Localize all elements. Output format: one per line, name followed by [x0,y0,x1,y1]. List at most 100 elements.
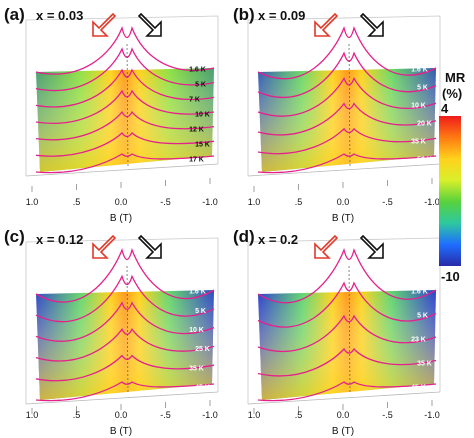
temperature-label: 45 K [411,385,426,392]
x-tick-label: .5 [295,410,303,420]
temperature-label: 7 K [189,97,200,104]
downsweep-arrow [137,12,162,37]
zero-field-line [126,43,129,167]
temperature-trace [257,347,437,377]
temperature-trace [35,89,215,124]
x-tick-label: .5 [73,410,81,420]
x-tick-label: 0.0 [115,197,128,207]
panel-label: (b) [233,5,255,24]
composition-label: x = 0.2 [258,232,298,247]
temperature-trace [35,25,215,75]
temperature-label: 15 K [195,142,210,149]
temperature-label: 20 K [417,121,432,128]
temperature-label: 35 K [417,361,432,368]
temperature-trace [35,354,215,382]
panel-label: (a) [4,5,25,24]
temperature-trace [35,153,215,174]
composition-label: x = 0.12 [36,232,83,247]
panel-box-floor [247,391,441,405]
x-tick-label: .5 [295,197,303,207]
panel-box-floor [25,163,219,177]
panel-box-frame [25,15,219,176]
colorbar-min-label: -10 [441,269,460,284]
mr-surface-shade [36,290,214,400]
upsweep-arrow [92,12,117,37]
panel-label: (c) [4,227,25,246]
panel-box-frame [247,237,441,404]
upsweep-arrow [92,234,117,259]
temperature-label: 50 K [417,157,432,164]
x-tick-label: -.5 [382,410,393,420]
panel-label: (d) [233,227,255,246]
zero-field-line [348,265,351,395]
x-tick-label: -.5 [160,410,171,420]
colorbar-bar [439,116,461,266]
x-axis-label: B (T) [110,213,132,224]
composition-label: x = 0.09 [258,8,305,23]
temperature-trace [257,247,437,304]
temperature-label: 10 K [411,103,426,110]
x-tick-label: -1.0 [424,197,440,207]
x-axis-label: B (T) [332,426,354,437]
upsweep-arrow [314,234,339,259]
colorbar-max-label: 4 [441,101,449,116]
temperature-label: 10 K [195,112,210,119]
x-tick-label: .5 [73,197,81,207]
x-tick-label: 0.0 [115,410,128,420]
colorbar-title-line1: MR [445,70,466,85]
temperature-label: 1.6 K [189,289,206,296]
temperature-trace [35,274,215,323]
temperature-label: 5 K [417,313,428,320]
temperature-label: 25 K [195,346,210,353]
temperature-trace [257,381,437,402]
temperature-label: 17 K [189,157,204,164]
temperature-trace [257,25,437,80]
zero-field-line [126,265,129,395]
temperature-label: 1.6 K [411,67,428,74]
upsweep-arrow [314,12,339,37]
panel-box-floor [25,391,219,405]
downsweep-arrow [359,12,384,37]
downsweep-arrow [137,234,162,259]
temperature-trace [257,127,437,155]
x-tick-label: -1.0 [202,197,218,207]
temperature-trace [257,102,437,136]
temperature-trace [35,247,215,303]
temperature-label: 35 K [189,365,204,372]
x-tick-label: 1.0 [26,410,39,420]
x-tick-label: -1.0 [202,410,218,420]
x-tick-label: -.5 [160,197,171,207]
temperature-trace [257,314,437,353]
temperature-trace [35,68,215,108]
temperature-trace [257,281,437,328]
temperature-label: 12 K [189,127,204,134]
mr-surface-shade [36,68,214,172]
composition-label: x = 0.03 [36,8,83,23]
temperature-trace [35,110,215,141]
temperature-trace [35,381,215,402]
temperature-label: 45 K [195,385,210,392]
downsweep-arrow [359,234,384,259]
temperature-label: 1.6 K [189,67,206,74]
panel-box-frame [25,237,219,404]
temperature-label: 35 K [411,139,426,146]
temperature-trace [257,153,437,174]
x-tick-label: -.5 [382,197,393,207]
temperature-trace [35,327,215,362]
temperature-trace [35,132,215,157]
x-tick-label: 1.0 [248,410,261,420]
temperature-label: 5 K [195,308,206,315]
temperature-label: 10 K [189,327,204,334]
temperature-label: 23 K [411,337,426,344]
x-tick-label: -1.0 [424,410,440,420]
colorbar-title-line2: (%) [442,86,462,101]
temperature-label: 1.6 K [411,289,428,296]
panel-box-floor [247,163,441,177]
x-axis-label: B (T) [110,426,132,437]
